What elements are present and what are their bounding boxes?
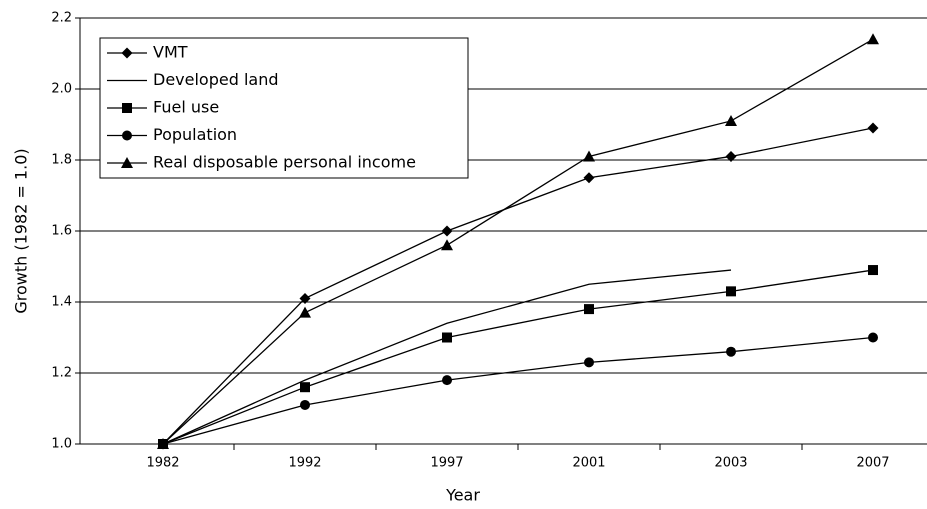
series-line xyxy=(162,336,874,445)
marker xyxy=(867,33,879,45)
marker xyxy=(299,292,311,304)
y-tick-label: 1.8 xyxy=(51,153,72,168)
marker xyxy=(300,382,310,393)
legend-label: Real disposable personal income xyxy=(153,153,416,172)
marker xyxy=(583,172,595,184)
marker xyxy=(441,225,453,237)
y-axis-label: Growth (1982 = 1.0) xyxy=(12,148,31,313)
marker xyxy=(584,304,594,315)
marker xyxy=(121,47,133,59)
marker xyxy=(122,130,132,141)
marker xyxy=(300,399,310,410)
marker xyxy=(726,346,736,357)
x-tick-label: 1982 xyxy=(146,456,179,471)
marker xyxy=(442,375,452,386)
y-tick-label: 1.0 xyxy=(51,437,72,452)
legend-label: Developed land xyxy=(153,70,279,89)
marker xyxy=(299,306,311,318)
y-tick-label: 1.4 xyxy=(51,295,72,310)
y-tick-label: 1.6 xyxy=(51,224,72,239)
marker xyxy=(725,150,737,162)
x-axis-label: Year xyxy=(445,486,480,505)
y-tick-label: 1.2 xyxy=(51,366,72,381)
marker xyxy=(584,357,594,368)
x-tick-label: 2001 xyxy=(572,456,605,471)
series-line xyxy=(162,269,874,445)
x-tick-label: 2003 xyxy=(714,456,747,471)
legend-label: Fuel use xyxy=(153,98,219,117)
series-line xyxy=(162,38,874,445)
legend-label: Population xyxy=(153,125,237,144)
marker xyxy=(122,103,132,113)
marker xyxy=(583,150,595,162)
legend-box xyxy=(99,37,469,179)
x-tick-label: 1997 xyxy=(430,456,463,471)
y-tick-label: 2.0 xyxy=(51,82,72,97)
marker xyxy=(868,332,878,343)
legend-label: VMT xyxy=(153,43,188,62)
x-tick-label: 1992 xyxy=(288,456,321,471)
series-line xyxy=(162,269,732,445)
marker xyxy=(121,157,133,168)
marker xyxy=(442,332,452,343)
marker xyxy=(726,286,736,297)
marker xyxy=(868,265,878,276)
x-tick-label: 2007 xyxy=(856,456,889,471)
marker xyxy=(725,114,737,126)
marker xyxy=(867,122,879,134)
marker xyxy=(441,239,453,251)
y-tick-label: 2.2 xyxy=(51,11,72,26)
series-line xyxy=(162,127,874,445)
